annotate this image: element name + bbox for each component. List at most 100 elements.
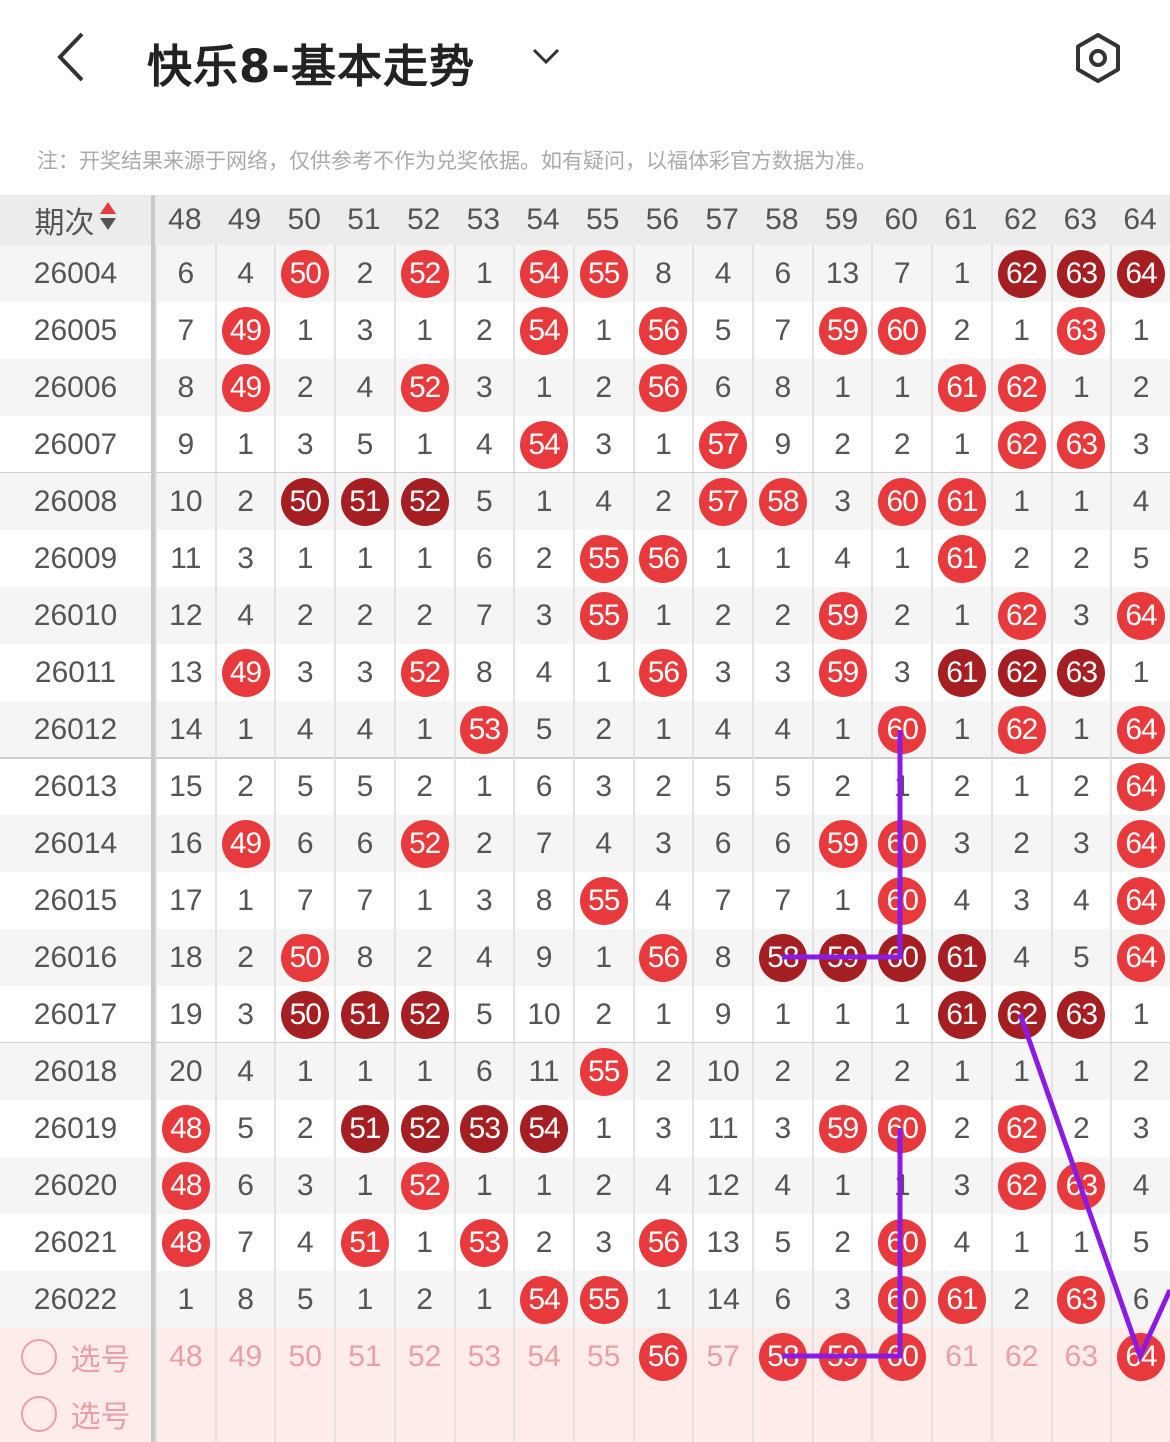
number-cell: 49	[214, 302, 275, 359]
number-cell: 52	[393, 359, 454, 416]
select-number-cell[interactable]	[274, 1385, 334, 1442]
select-number-cell[interactable]	[692, 1385, 752, 1442]
number-cell: 62	[990, 587, 1051, 644]
select-number-cell[interactable]	[990, 1385, 1051, 1442]
select-number-cell[interactable]: 48	[155, 1328, 215, 1385]
number-cell: 62	[990, 701, 1051, 758]
number-cell: 9	[513, 929, 573, 986]
drawn-ball: 51	[340, 1218, 389, 1267]
number-cell: 49	[214, 644, 275, 701]
table-row: 26008 10 2 50 51 52 5 1 4 2 57 58 3 60 61 1 1 4	[0, 473, 1170, 530]
select-number-cell[interactable]: 51	[334, 1328, 394, 1385]
drawn-ball: 59	[818, 648, 867, 697]
number-cell: 4	[334, 359, 394, 416]
number-cell: 61	[931, 473, 991, 530]
radio-circle-icon[interactable]	[20, 1338, 57, 1375]
sort-up-down-icon[interactable]	[99, 200, 117, 240]
selected-ball[interactable]: 58	[758, 1332, 807, 1381]
number-cell: 5	[274, 758, 334, 815]
select-number-cell[interactable]	[1110, 1385, 1170, 1442]
number-cell: 51	[334, 986, 394, 1043]
selected-ball[interactable]: 56	[639, 1332, 688, 1381]
select-number-cell[interactable]	[572, 1385, 633, 1442]
number-cell: 56	[632, 929, 693, 986]
select-row-toggle[interactable]: 选号	[0, 1328, 155, 1385]
drawn-ball: 62	[997, 648, 1046, 697]
chevron-down-icon[interactable]	[530, 42, 562, 70]
select-number-cell[interactable]	[871, 1385, 931, 1442]
drawn-ball: 64	[1117, 876, 1166, 925]
number-cell: 10	[692, 1043, 752, 1100]
select-number-cell[interactable]: 61	[931, 1328, 991, 1385]
select-number-cell[interactable]	[393, 1385, 454, 1442]
back-arrow-icon[interactable]	[48, 30, 98, 84]
drawn-ball: 55	[579, 1275, 628, 1324]
select-number-cell[interactable]	[155, 1385, 215, 1442]
number-cell: 3	[572, 416, 633, 473]
page-title[interactable]: 快乐8-基本走势	[147, 40, 475, 93]
select-number-cell[interactable]: 57	[692, 1328, 752, 1385]
select-number-cell[interactable]: 49	[214, 1328, 275, 1385]
number-cell: 6	[453, 1043, 514, 1100]
select-number-cell[interactable]	[1050, 1385, 1111, 1442]
number-cell: 5	[1110, 530, 1170, 587]
select-number-cell[interactable]: 55	[572, 1328, 633, 1385]
select-number-cell[interactable]: 59	[811, 1328, 872, 1385]
selected-ball[interactable]: 64	[1117, 1332, 1166, 1381]
number-cell: 1	[1110, 986, 1170, 1043]
number-cell: 1	[453, 758, 514, 815]
settings-icon[interactable]	[1072, 32, 1124, 84]
number-cell: 6	[453, 530, 514, 587]
period-header[interactable]: 期次	[0, 195, 155, 245]
number-cell: 57	[692, 416, 752, 473]
drawn-ball: 63	[1057, 648, 1106, 697]
select-number-cell[interactable]: 63	[1050, 1328, 1111, 1385]
column-header: 57	[705, 203, 739, 236]
select-number-cell[interactable]: 60	[871, 1328, 931, 1385]
number-cell: 11	[155, 530, 215, 587]
drawn-ball: 63	[1057, 990, 1106, 1039]
number-cell: 1	[1050, 359, 1111, 416]
number-cell: 4	[453, 929, 514, 986]
number-cell: 3	[274, 416, 334, 473]
select-number-cell[interactable]	[931, 1385, 991, 1442]
number-cell: 7	[752, 872, 812, 929]
select-number-cell[interactable]	[453, 1385, 514, 1442]
select-number-cell[interactable]	[632, 1385, 693, 1442]
number-cell: 1	[572, 929, 633, 986]
selected-ball[interactable]: 60	[878, 1332, 927, 1381]
select-number-cell[interactable]: 50	[274, 1328, 334, 1385]
number-cell: 60	[871, 929, 931, 986]
select-row-toggle[interactable]: 选号	[0, 1385, 155, 1442]
select-number-cell[interactable]: 52	[393, 1328, 454, 1385]
number-cell: 2	[811, 1214, 872, 1271]
drawn-ball: 50	[281, 990, 330, 1039]
selected-ball[interactable]: 59	[818, 1332, 867, 1381]
number-cell: 1	[393, 872, 454, 929]
number-cell: 1	[274, 530, 334, 587]
number-cell: 2	[1050, 530, 1111, 587]
select-number-cell[interactable]: 62	[990, 1328, 1051, 1385]
number-cell: 56	[632, 359, 693, 416]
select-number-cell[interactable]: 56	[632, 1328, 693, 1385]
select-number-cell[interactable]: 58	[752, 1328, 812, 1385]
select-number-cell[interactable]: 54	[513, 1328, 573, 1385]
number-cell: 4	[214, 245, 275, 302]
drawn-ball: 52	[400, 990, 449, 1039]
number-cell: 6	[274, 815, 334, 872]
number-cell: 2	[1050, 1100, 1111, 1157]
drawn-ball: 59	[818, 1104, 867, 1153]
number-cell: 1	[453, 1271, 514, 1328]
select-number-cell[interactable]: 53	[453, 1328, 514, 1385]
select-number-cell[interactable]	[752, 1385, 812, 1442]
period-cell: 26015	[0, 872, 155, 929]
number-cell: 1	[632, 587, 693, 644]
select-number-cell[interactable]: 64	[1110, 1328, 1170, 1385]
select-number-cell[interactable]	[214, 1385, 275, 1442]
select-number-cell[interactable]	[811, 1385, 872, 1442]
select-number-cell[interactable]	[513, 1385, 573, 1442]
number-cell: 12	[692, 1157, 752, 1214]
select-number-cell[interactable]	[334, 1385, 394, 1442]
number-cell: 5	[214, 1100, 275, 1157]
column-header: 59	[824, 203, 859, 236]
